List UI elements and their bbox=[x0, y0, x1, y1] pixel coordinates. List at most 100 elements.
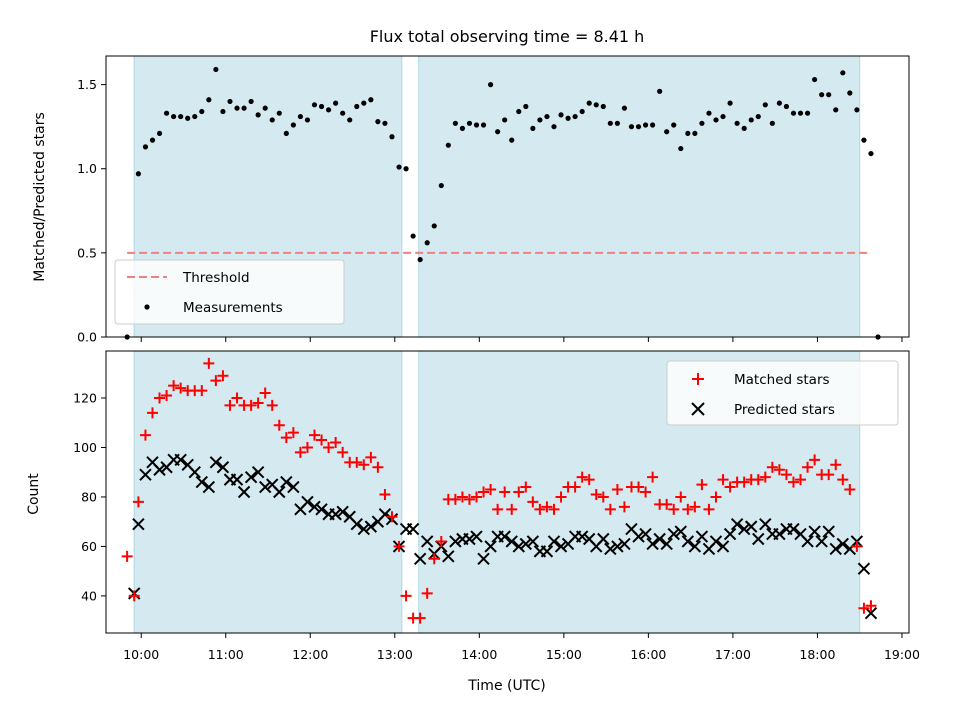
predicted-point bbox=[329, 508, 342, 521]
matched-point bbox=[633, 481, 645, 493]
predicted-point bbox=[273, 485, 286, 499]
matched-point bbox=[386, 511, 398, 523]
legend-measurements-label: Measurements bbox=[183, 300, 283, 316]
measurement-point bbox=[783, 103, 790, 110]
legend-measurements-swatch bbox=[144, 304, 150, 310]
measurement-point bbox=[502, 117, 508, 123]
top-y-tick-label: 0.5 bbox=[77, 245, 97, 260]
measurement-point bbox=[812, 76, 818, 83]
predicted-point bbox=[801, 535, 814, 548]
matched-point bbox=[787, 476, 799, 488]
matched-point bbox=[161, 390, 173, 402]
measurement-point bbox=[804, 110, 811, 116]
measurement-point bbox=[318, 103, 325, 110]
matched-point bbox=[647, 471, 659, 483]
matched-point bbox=[414, 612, 426, 624]
x-axis-label: Time (UTC) bbox=[467, 678, 545, 694]
measurement-point bbox=[375, 119, 381, 125]
matched-point bbox=[759, 471, 771, 483]
predicted-point bbox=[477, 552, 490, 565]
predicted-point bbox=[463, 532, 476, 546]
measurement-point bbox=[255, 112, 261, 118]
measurement-point bbox=[248, 98, 254, 105]
predicted-point bbox=[808, 525, 821, 538]
predicted-point bbox=[230, 473, 244, 486]
matched-point bbox=[224, 399, 236, 411]
measurement-point bbox=[614, 120, 620, 126]
predicted-point bbox=[357, 522, 371, 536]
predicted-point bbox=[258, 480, 272, 494]
measurement-point bbox=[199, 108, 205, 115]
measurement-point bbox=[417, 256, 423, 263]
measurement-point bbox=[600, 103, 606, 110]
measurement-point bbox=[572, 113, 578, 120]
matched-point bbox=[738, 476, 750, 488]
matched-point bbox=[301, 441, 313, 453]
predicted-point bbox=[378, 508, 392, 521]
measurement-point bbox=[551, 124, 557, 130]
matched-point bbox=[548, 503, 560, 515]
measurement-point bbox=[185, 115, 191, 121]
measurement-point bbox=[333, 100, 339, 106]
x-tick-label: 12:00 bbox=[292, 647, 328, 662]
predicted-point bbox=[688, 540, 702, 553]
matched-point bbox=[717, 474, 729, 486]
matched-point bbox=[217, 370, 229, 382]
measurement-point bbox=[523, 103, 529, 110]
measurement-point bbox=[304, 117, 311, 123]
x-tick-label: 16:00 bbox=[630, 647, 666, 662]
top-y-tick-label: 1.5 bbox=[77, 77, 97, 92]
measurement-point bbox=[797, 110, 804, 116]
predicted-point bbox=[709, 535, 723, 548]
matched-point bbox=[492, 503, 504, 515]
measurement-point bbox=[565, 115, 571, 121]
predicted-point bbox=[787, 522, 800, 536]
matched-point bbox=[802, 461, 814, 473]
predicted-point bbox=[315, 503, 328, 516]
measurement-point bbox=[227, 98, 233, 105]
top-y-axis-label: Matched/Predicted stars bbox=[32, 112, 48, 282]
matched-point bbox=[569, 481, 581, 493]
matched-point bbox=[865, 600, 877, 612]
predicted-point bbox=[406, 522, 420, 536]
matched-point bbox=[400, 590, 412, 602]
predicted-point bbox=[822, 525, 835, 538]
predicted-point bbox=[202, 480, 216, 494]
matched-point bbox=[541, 501, 553, 513]
measurement-point bbox=[135, 171, 142, 177]
bottom-y-tick-label: 100 bbox=[73, 440, 97, 455]
legend-matched-swatch bbox=[692, 373, 704, 385]
measurement-point bbox=[473, 122, 480, 128]
predicted-point bbox=[132, 517, 145, 531]
matched-point bbox=[449, 493, 461, 505]
predicted-point bbox=[681, 535, 695, 548]
matched-point bbox=[590, 488, 602, 500]
bottom-y-tick-label: 80 bbox=[81, 489, 97, 504]
predicted-point bbox=[526, 535, 540, 548]
matched-point bbox=[851, 540, 863, 552]
predicted-point bbox=[745, 520, 758, 533]
measurement-point bbox=[325, 107, 332, 113]
matched-point bbox=[520, 481, 532, 493]
measurement-point bbox=[269, 117, 275, 123]
matched-point bbox=[456, 491, 468, 503]
predicted-point bbox=[484, 540, 497, 553]
measurement-point bbox=[776, 100, 782, 106]
measurement-point bbox=[657, 88, 663, 94]
matched-point bbox=[196, 385, 208, 397]
measurement-point bbox=[283, 130, 289, 137]
bottom-y-tick-label: 120 bbox=[73, 391, 97, 406]
measurement-point bbox=[586, 100, 592, 106]
predicted-point bbox=[737, 522, 751, 536]
matched-point bbox=[351, 456, 363, 468]
predicted-point bbox=[442, 550, 455, 563]
measurement-point bbox=[650, 122, 656, 128]
predicted-point bbox=[730, 517, 744, 531]
x-tick-label: 10:00 bbox=[123, 647, 159, 662]
predicted-point bbox=[420, 535, 434, 548]
bottom-y-tick-label: 40 bbox=[81, 588, 97, 603]
predicted-point bbox=[759, 517, 772, 531]
matched-point bbox=[837, 474, 849, 486]
matched-point bbox=[682, 503, 694, 515]
measurement-point bbox=[445, 142, 451, 148]
